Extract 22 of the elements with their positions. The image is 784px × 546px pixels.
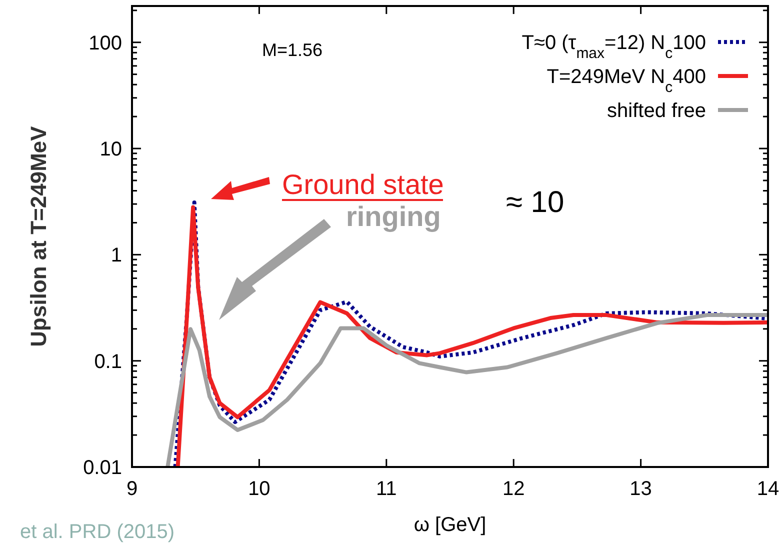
line-series (166, 313, 768, 467)
y-tick-label: 1 (110, 244, 122, 267)
legend-label: shifted free (607, 100, 706, 122)
annotation: Ground state (282, 169, 444, 200)
x-tick-label: 12 (502, 478, 525, 500)
y-tick-label: 10 (100, 138, 122, 161)
annotation: ≈ 10 (506, 186, 564, 219)
x-tick-label: 13 (630, 478, 652, 500)
x-axis-title: ω [GeV] (414, 514, 486, 536)
y-tick-label: 0.01 (83, 457, 122, 479)
x-tick-label: 10 (248, 478, 270, 500)
legend-label: T≈0 (τ$_{max}$=12) N$_{c}$100 (522, 32, 706, 62)
x-tick-label: 9 (126, 478, 138, 500)
y-tick-label: 100 (88, 32, 122, 54)
annotation: M=1.56 (262, 40, 323, 60)
text: et al. PRD (2015) (20, 521, 175, 543)
x-tick-label: 11 (376, 478, 397, 500)
y-tick-label: 0.1 (94, 350, 122, 373)
legend-label: T=249MeV N$_{c}$400 (546, 66, 706, 96)
x-tick-label: 14 (756, 478, 780, 500)
y-axis-title: Upsilon at T=249MeV (26, 126, 51, 347)
annotation: ringing (346, 201, 441, 232)
